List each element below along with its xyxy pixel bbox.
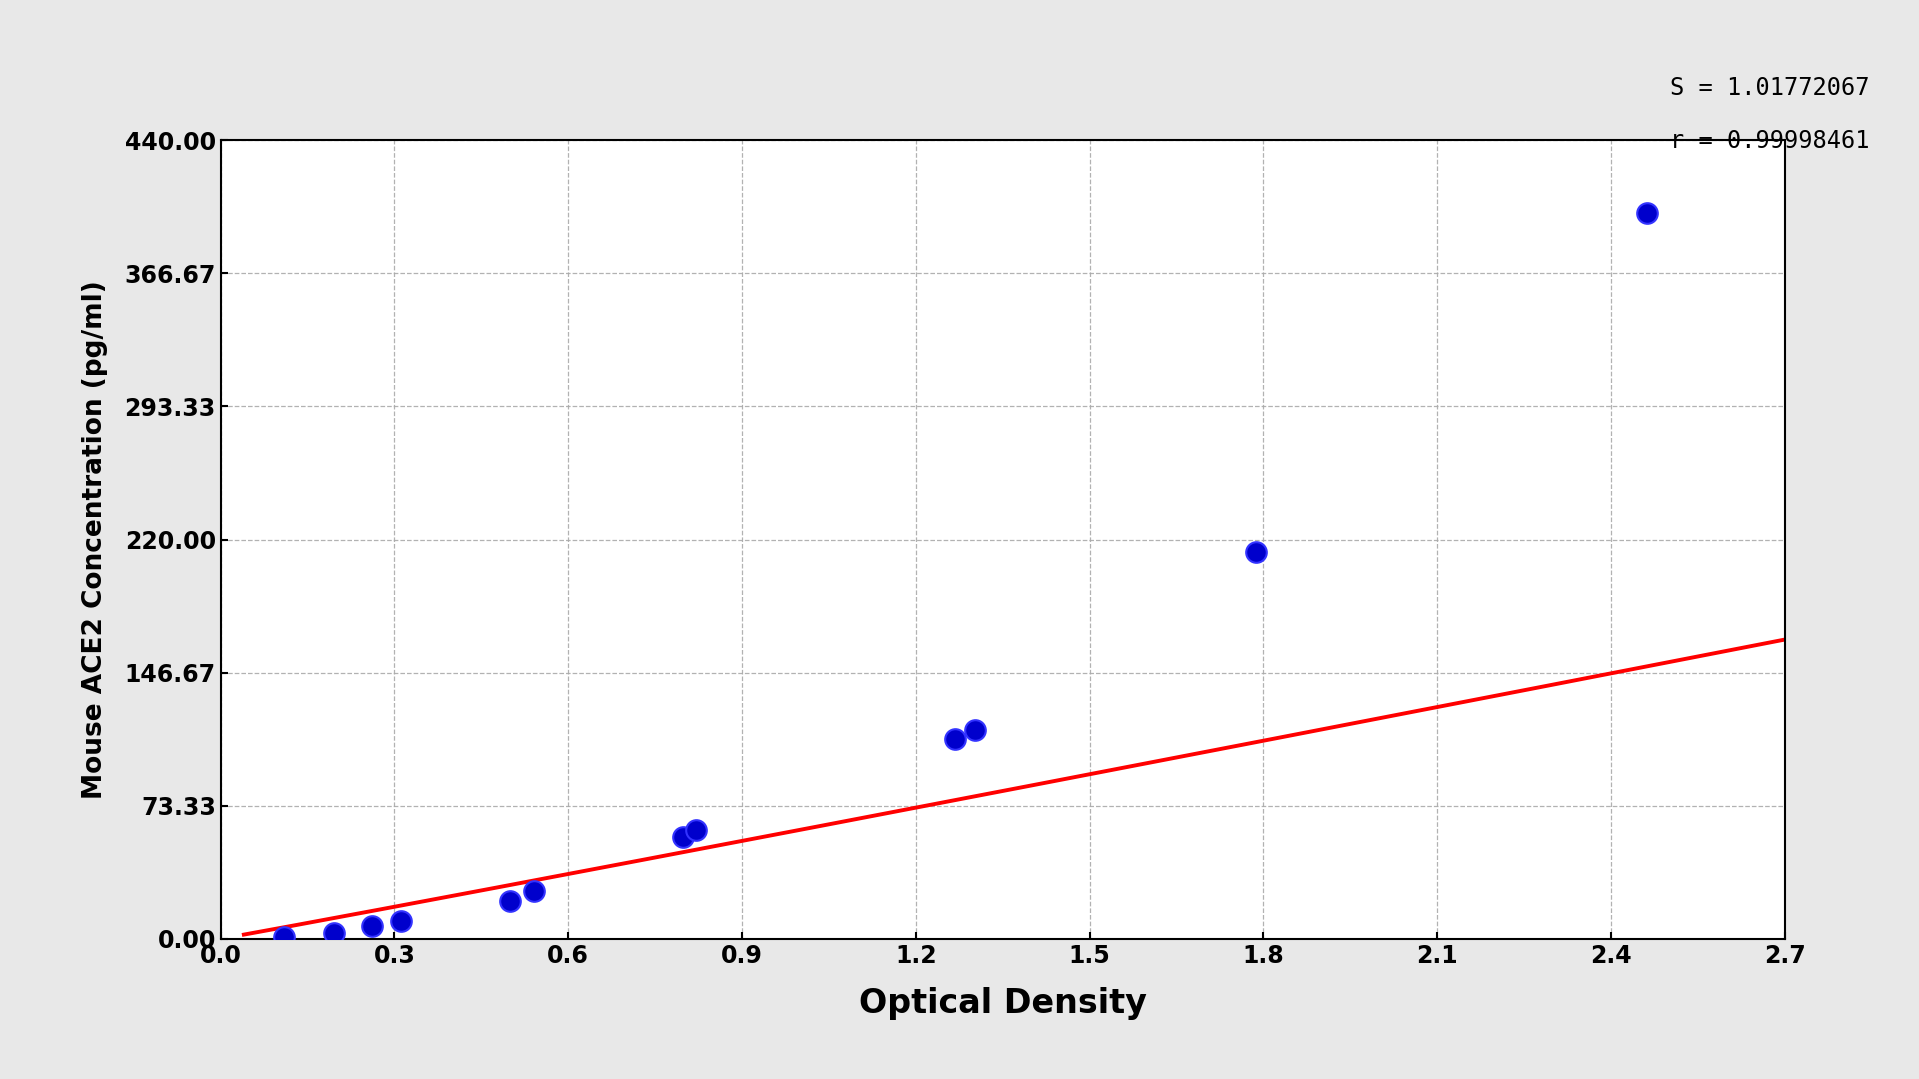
Y-axis label: Mouse ACE2 Concentration (pg/ml): Mouse ACE2 Concentration (pg/ml) [83,281,107,798]
Point [386,912,416,929]
Text: S = 1.01772067: S = 1.01772067 [1670,76,1869,99]
Point [938,730,969,748]
Point [269,928,299,945]
X-axis label: Optical Density: Optical Density [858,987,1148,1020]
Point [319,925,349,942]
Point [668,829,699,846]
Point [1631,204,1662,221]
Text: r = 0.99998461: r = 0.99998461 [1670,129,1869,153]
Point [357,917,388,934]
Point [518,882,549,899]
Point [681,821,712,838]
Point [495,892,526,910]
Point [1240,544,1270,561]
Point [960,722,990,739]
